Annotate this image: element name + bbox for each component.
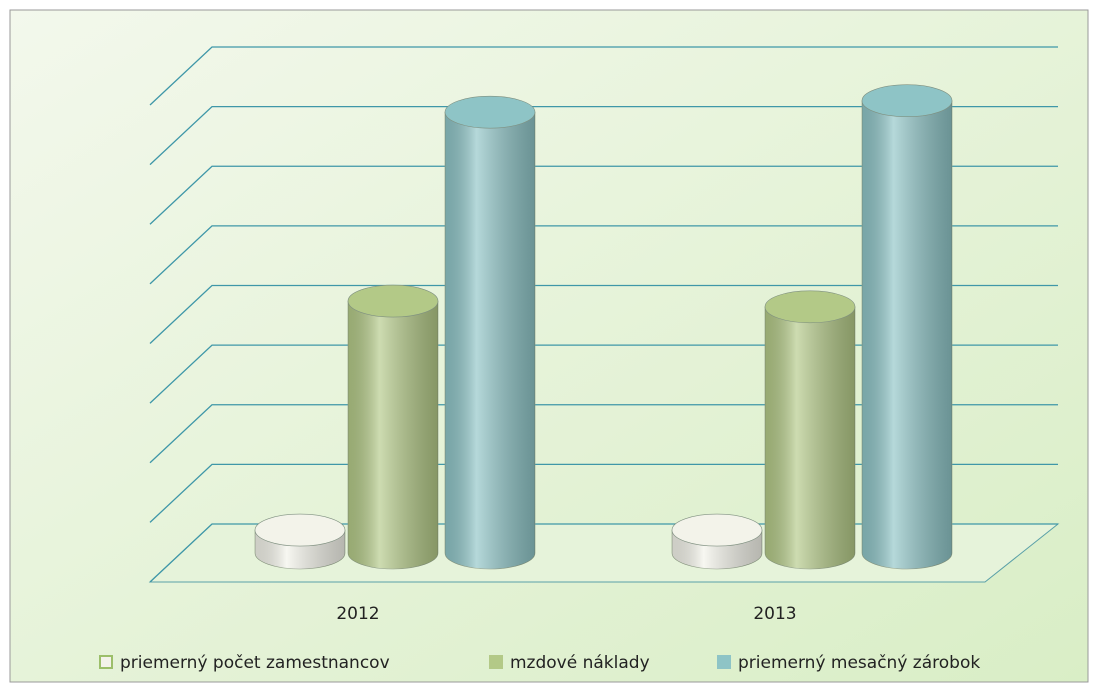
cylinder-top xyxy=(671,513,763,547)
cylinder-shade xyxy=(445,112,535,570)
legend-label: mzdové náklady xyxy=(510,653,650,673)
grid-line xyxy=(149,46,1058,106)
cylinder-top xyxy=(764,290,856,324)
cylinder-top xyxy=(254,513,346,547)
grid-line xyxy=(149,284,1058,344)
legend-swatch xyxy=(717,655,731,669)
bar xyxy=(444,95,536,570)
cylinder-top xyxy=(861,84,953,118)
legend-label: priemerný počet zamestnancov xyxy=(120,653,390,673)
cylinder-shade xyxy=(765,306,855,569)
x-tick-label: 2013 xyxy=(753,604,796,624)
grid-line xyxy=(149,105,1058,166)
bar xyxy=(861,84,953,570)
legend-label: priemerný mesačný zárobok xyxy=(738,653,980,673)
legend-swatch xyxy=(99,655,113,669)
bar xyxy=(671,513,763,570)
bar xyxy=(254,513,346,570)
cylinder-shade xyxy=(348,301,438,569)
grid-line xyxy=(149,165,1058,225)
bar xyxy=(347,284,439,570)
bar xyxy=(764,290,856,570)
grid-line xyxy=(149,225,1058,285)
cylinder-top xyxy=(347,284,439,318)
x-tick-label: 2012 xyxy=(336,604,379,624)
cylinder-top xyxy=(444,95,536,129)
legend-swatch xyxy=(489,655,503,669)
cylinder-shade xyxy=(862,100,952,569)
